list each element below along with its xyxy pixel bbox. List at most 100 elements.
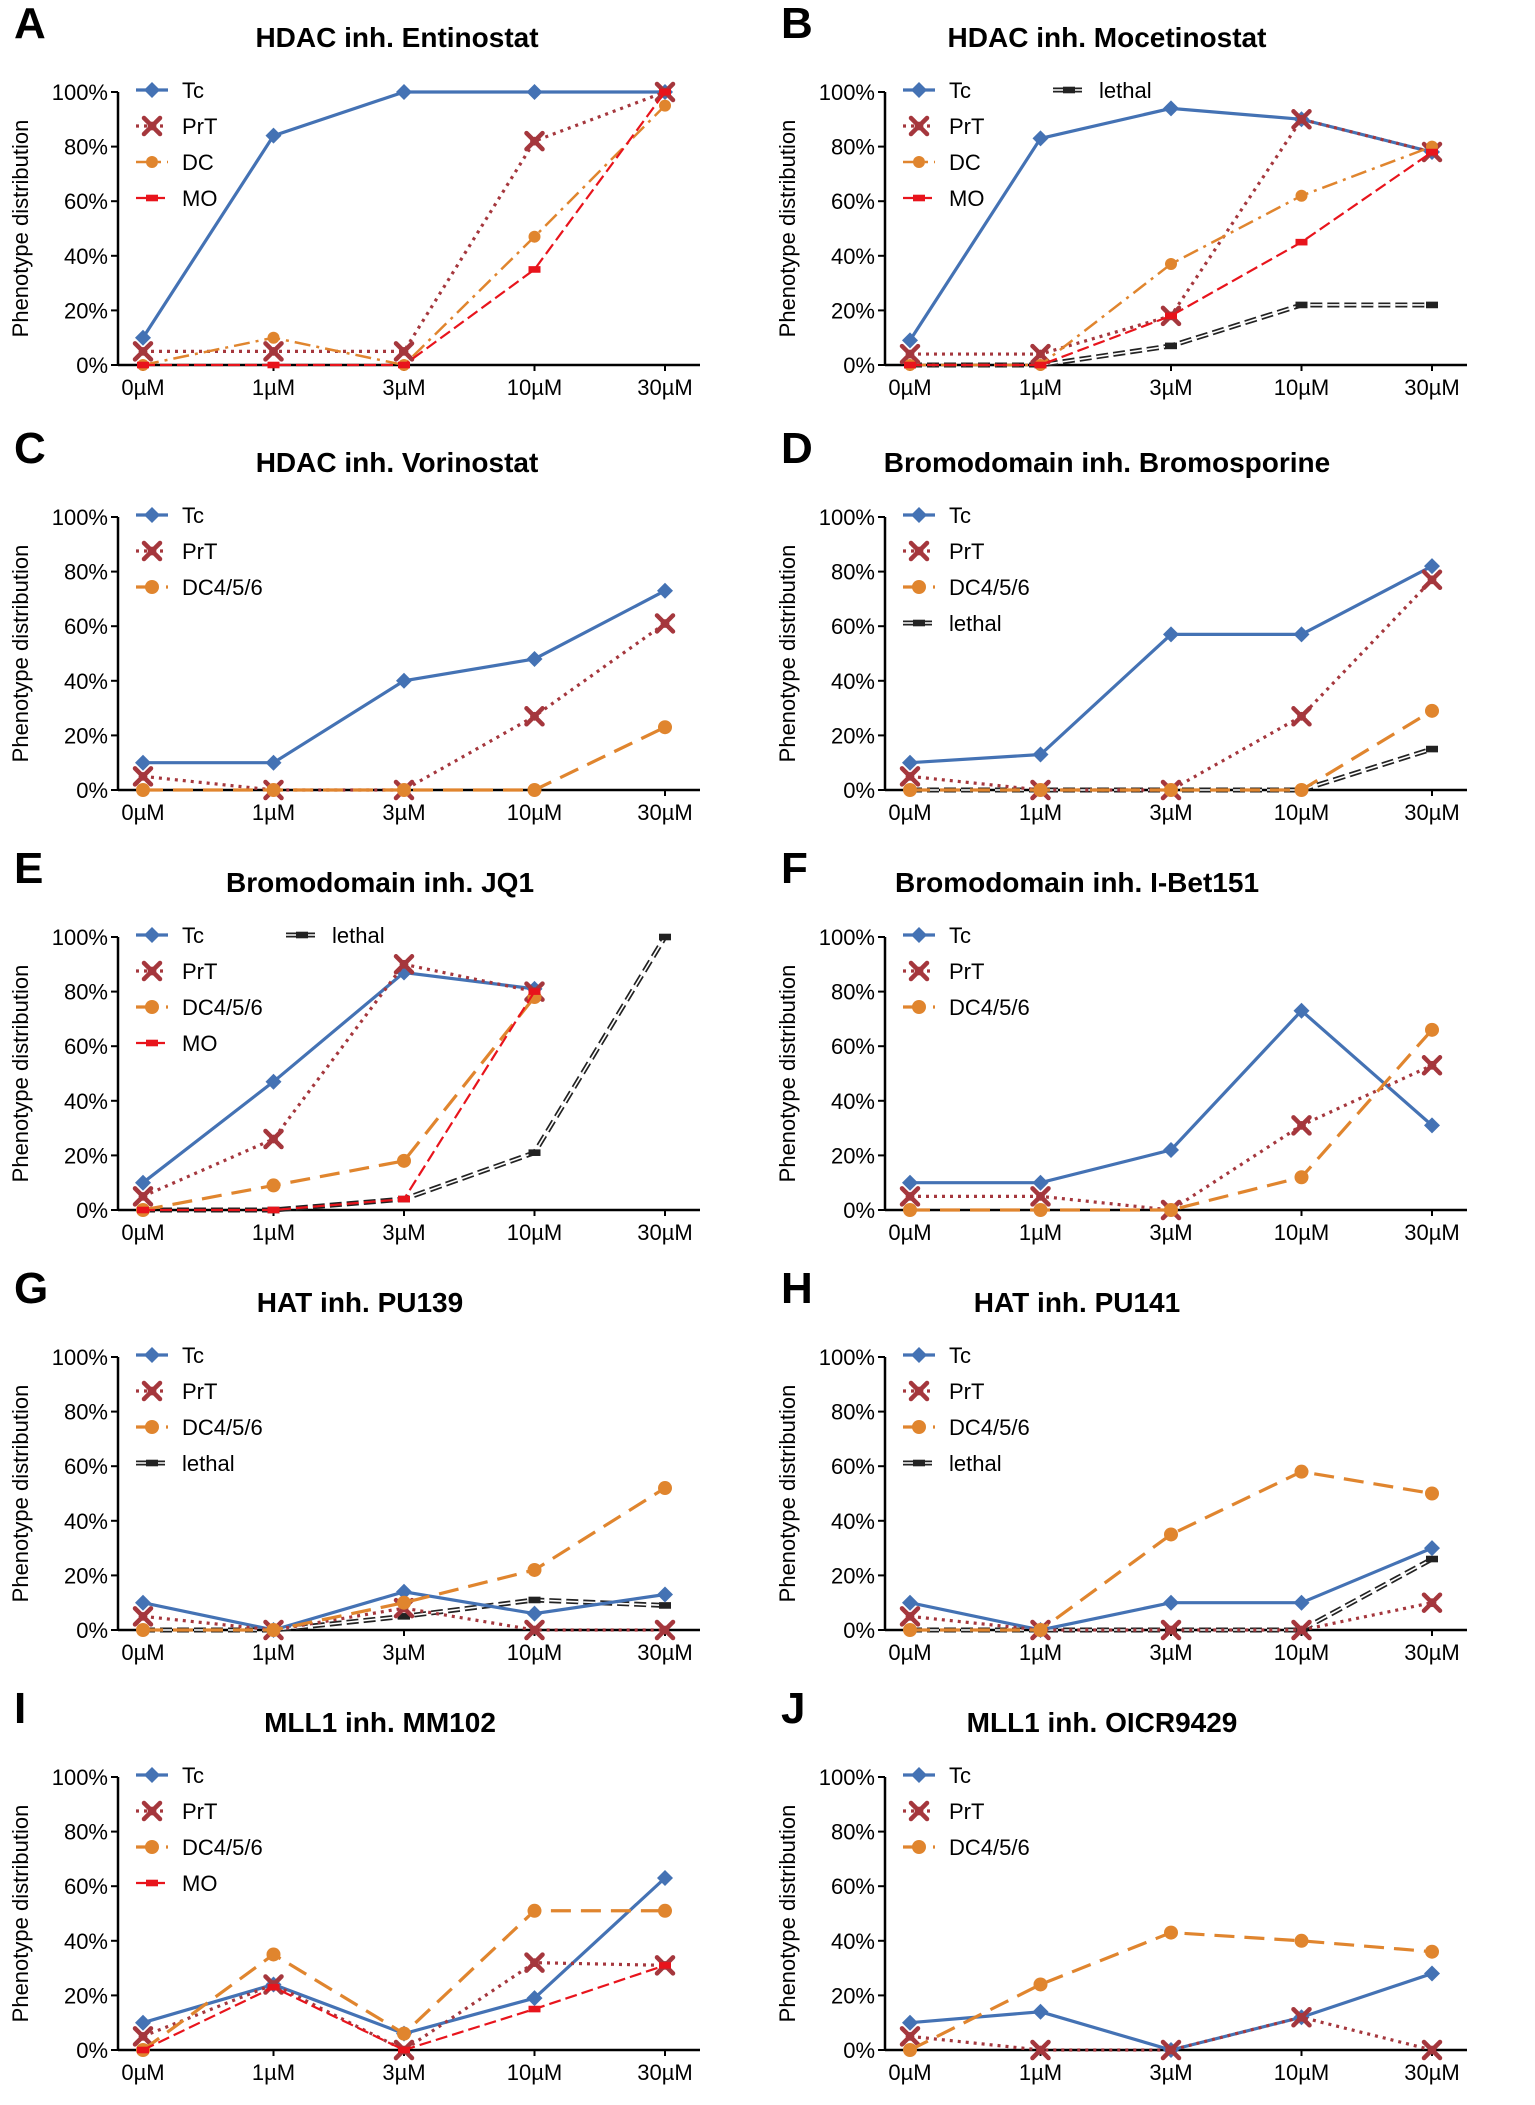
data-point-mo: [528, 266, 541, 273]
data-point-mo: [398, 361, 410, 369]
data-point-tc: [135, 1174, 151, 1191]
legend-swatch-marker: [908, 960, 930, 982]
legend-swatch-marker: [908, 540, 930, 562]
data-point-tc: [902, 754, 918, 771]
chart-title: Bromodomain inh. JQ1: [225, 867, 535, 898]
legend-label: PrT: [949, 959, 984, 984]
data-point-dc4-5-6: [1164, 1925, 1178, 1940]
data-point-tc: [1293, 1002, 1310, 1019]
x-tick-label: 30µM: [637, 800, 692, 825]
legend-label: Tc: [949, 1343, 971, 1368]
y-tick-label: 0%: [76, 353, 108, 378]
series-line-tc: [142, 970, 535, 1184]
y-tick-label: 80%: [64, 135, 108, 160]
data-point-prt: [1291, 706, 1312, 727]
data-point-lethal: [1165, 342, 1177, 350]
x-tick-label: 30µM: [1404, 2060, 1459, 2085]
data-point-tc: [135, 2014, 151, 2031]
x-tick-label: 1µM: [252, 1640, 295, 1665]
chart-panel-g: G HAT inh. PU139 Phenotype distribution 0% 2…: [0, 1265, 767, 1685]
series-prt: [132, 1952, 676, 2061]
y-tick-label: 0%: [843, 778, 875, 803]
data-point-prt: [899, 766, 921, 787]
data-point-tc: [1424, 1117, 1440, 1134]
data-point-prt: [524, 1952, 545, 1973]
x-tick-label: 0µM: [121, 800, 164, 825]
data-point-tc: [1424, 1540, 1440, 1557]
chart-plot: Phenotype distribution 0% 20% 40% 60% 80% 100%…: [775, 1763, 1467, 2085]
legend-swatch-marker: [145, 1000, 159, 1014]
data-point-dc4-5-6: [1294, 1464, 1309, 1479]
legend-swatch-marker: [911, 1347, 927, 1363]
y-axis-label: Phenotype distribution: [8, 120, 33, 338]
data-point-mo: [398, 1195, 410, 1203]
chart-plot: Phenotype distribution 0% 20% 40% 60% 80% 100%…: [8, 1763, 700, 2085]
legend-swatch-marker: [296, 931, 308, 939]
legend-label: DC4/5/6: [182, 995, 263, 1020]
y-tick-label: 100%: [52, 1345, 108, 1370]
data-point-lethal: [398, 1613, 410, 1620]
data-point-tc: [1424, 558, 1440, 575]
legend-item-prt: PrT: [903, 114, 984, 139]
x-tick-label: 1µM: [252, 375, 295, 400]
data-point-dc4-5-6: [266, 1178, 281, 1193]
y-tick-label: 80%: [64, 980, 108, 1005]
data-point-prt: [899, 1606, 921, 1627]
series-dc4-5-6: [903, 1022, 1439, 1217]
legend-item-tc: Tc: [903, 78, 971, 103]
legend-swatch-marker: [146, 1039, 158, 1047]
y-tick-label: 40%: [64, 244, 108, 269]
panel-letter: C: [14, 424, 46, 473]
data-point-tc: [902, 2014, 918, 2031]
series-line-prt: [909, 2015, 1433, 2052]
x-tick-label: 1µM: [252, 1220, 295, 1245]
x-tick-label: 3µM: [1149, 2060, 1192, 2085]
series-line-dc4-5-6: [910, 1469, 1433, 1632]
series-line-tc: [909, 1972, 1433, 2052]
legend-item-mo: MO: [136, 1871, 217, 1896]
legend-swatch-marker: [913, 619, 925, 627]
legend-label: DC4/5/6: [182, 1835, 263, 1860]
data-point-dc4-5-6: [1033, 1977, 1048, 1992]
chart-panel-h: H HAT inh. PU141 Phenotype distribution 0% 2…: [767, 1265, 1534, 1685]
data-point-dc4-5-6: [397, 2026, 411, 2041]
data-point-dc4-5-6: [903, 1203, 917, 1217]
x-tick-label: 3µM: [1149, 375, 1192, 400]
series-line-dc: [910, 145, 1433, 367]
chart-title: HDAC inh. Mocetinostat: [947, 22, 1267, 53]
legend-label: PrT: [949, 114, 984, 139]
legend-label: DC4/5/6: [182, 1415, 263, 1440]
legend-swatch-marker: [912, 1000, 926, 1014]
chart-title: Bromodomain inh. I-Bet151: [894, 867, 1260, 898]
legend-label: lethal: [949, 1451, 1002, 1476]
data-point-lethal: [659, 933, 671, 941]
series-line-mo: [910, 151, 1433, 367]
y-tick-label: 100%: [819, 80, 875, 105]
legend-swatch-marker: [144, 507, 160, 523]
legend-item-mo: MO: [136, 1031, 217, 1056]
y-tick-label: 40%: [64, 669, 108, 694]
data-point-dc4-5-6: [397, 1153, 411, 1168]
legend-swatch-marker: [141, 1380, 163, 1402]
x-tick-label: 0µM: [121, 1640, 164, 1665]
legend-swatch-marker: [908, 1380, 930, 1402]
legend-label: lethal: [332, 923, 385, 948]
data-point-dc4-5-6: [266, 783, 281, 797]
panel-letter: A: [14, 0, 46, 48]
x-tick-label: 0µM: [121, 2060, 164, 2085]
data-point-mo: [1034, 361, 1047, 369]
data-point-dc4-5-6: [903, 783, 917, 797]
y-tick-label: 80%: [831, 560, 875, 585]
legend-item-tc: Tc: [136, 1763, 204, 1788]
series-mo: [904, 148, 1438, 369]
legend-swatch-marker: [144, 927, 160, 943]
series-line-mo: [143, 991, 536, 1212]
data-point-prt: [524, 706, 545, 727]
data-point-mo: [267, 361, 280, 369]
legend-swatch-marker: [911, 82, 927, 98]
x-tick-label: 3µM: [382, 1640, 425, 1665]
data-point-dc4-5-6: [1294, 783, 1309, 797]
legend-label: PrT: [949, 1379, 984, 1404]
data-point-prt: [899, 1186, 921, 1207]
data-point-tc: [526, 650, 543, 667]
